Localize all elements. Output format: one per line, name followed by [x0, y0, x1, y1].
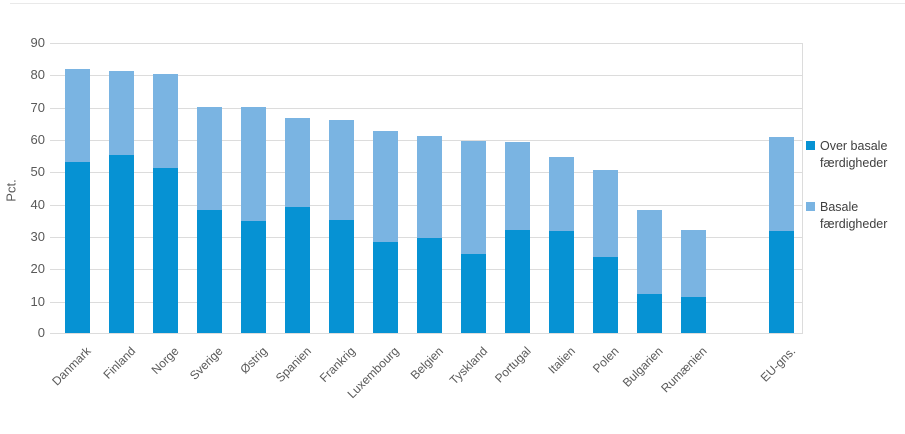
plot-right-border: [802, 43, 803, 334]
y-tick-label-50: 50: [30, 164, 45, 179]
legend-swatch-over-basale-icon: [806, 141, 815, 150]
bar-bulgarien: [636, 210, 662, 333]
bar-segment-over-basale: [108, 155, 134, 333]
x-category-label-belgien: Belgien: [407, 344, 446, 383]
y-tick-label-60: 60: [30, 132, 45, 147]
x-category-label-eu-gns-: EU-gns.: [757, 344, 798, 385]
bar-segment-basale: [284, 118, 310, 207]
gridline-90: [50, 43, 803, 44]
y-tick-label-0: 0: [37, 325, 45, 340]
bar-segment-basale: [108, 71, 134, 155]
bar-tyskland: [460, 141, 486, 333]
bar-segment-over-basale: [240, 221, 266, 333]
bar-segment-over-basale: [328, 220, 354, 333]
bar-portugal: [504, 142, 530, 333]
legend-label-over-basale: Over basale færdigheder: [820, 139, 888, 170]
legend-item-basale: Basale færdigheder: [806, 199, 901, 233]
y-tick-label-70: 70: [30, 100, 45, 115]
plot-area: [50, 43, 803, 334]
legend-item-over-basale: Over basale færdigheder: [806, 138, 901, 172]
bar-segment-basale: [768, 137, 794, 231]
bar-segment-basale: [328, 120, 354, 220]
y-tick-label-40: 40: [30, 197, 45, 212]
bar-norge: [152, 74, 178, 333]
bar-sverige: [196, 107, 222, 333]
x-category-label-spanien: Spanien: [272, 344, 314, 386]
bar-danmark: [64, 69, 90, 333]
bar-segment-over-basale: [196, 210, 222, 333]
bar-segment-basale: [592, 170, 618, 257]
x-category-label-italien: Italien: [545, 344, 578, 377]
y-tick-label-90: 90: [30, 35, 45, 50]
bar-segment-over-basale: [548, 231, 574, 333]
x-category-label-tyskland: Tyskland: [446, 344, 490, 388]
y-tick-label-10: 10: [30, 294, 45, 309]
x-category-label-frankrig: Frankrig: [316, 344, 358, 386]
y-tick-label-20: 20: [30, 261, 45, 276]
x-category-label-danmark: Danmark: [49, 344, 94, 389]
bar-rum-nien: [680, 230, 706, 333]
bar-segment-over-basale: [152, 168, 178, 333]
x-category-label-polen: Polen: [590, 344, 622, 376]
bar-belgien: [416, 136, 442, 333]
bar-segment-over-basale: [284, 207, 310, 333]
legend-label-basale: Basale færdigheder: [820, 200, 888, 231]
bar-segment-basale: [548, 157, 574, 231]
bar-segment-over-basale: [768, 231, 794, 333]
gridline-0: [50, 333, 803, 334]
gridline-80: [50, 75, 803, 76]
top-divider-line: [10, 3, 905, 4]
bar-segment-over-basale: [64, 162, 90, 333]
x-category-label--strig: Østrig: [237, 344, 270, 377]
legend-swatch-basale-icon: [806, 202, 815, 211]
bar-italien: [548, 157, 574, 333]
bar-segment-over-basale: [460, 254, 486, 333]
bar-segment-over-basale: [592, 257, 618, 333]
x-category-label-sverige: Sverige: [187, 344, 226, 383]
bar-frankrig: [328, 120, 354, 333]
bar-segment-over-basale: [504, 230, 530, 333]
bar-luxembourg: [372, 131, 398, 333]
x-category-label-finland: Finland: [100, 344, 138, 382]
bar-segment-over-basale: [680, 297, 706, 333]
bar-spanien: [284, 118, 310, 333]
bar-segment-basale: [636, 210, 662, 294]
bar--strig: [240, 107, 266, 333]
bar-segment-over-basale: [636, 294, 662, 333]
bar-segment-basale: [416, 136, 442, 238]
bar-segment-basale: [372, 131, 398, 242]
bar-segment-basale: [460, 141, 486, 254]
bar-eu-gns-: [768, 137, 794, 333]
x-category-label-rum-nien: Rumænien: [658, 344, 710, 396]
y-tick-label-80: 80: [30, 67, 45, 82]
bar-segment-basale: [504, 142, 530, 230]
bar-polen: [592, 170, 618, 333]
x-category-label-norge: Norge: [148, 344, 182, 378]
bar-segment-basale: [64, 69, 90, 162]
y-tick-label-30: 30: [30, 229, 45, 244]
legend: Over basale færdigheder Basale færdighed…: [806, 138, 901, 260]
x-category-label-portugal: Portugal: [492, 344, 534, 386]
bar-segment-basale: [240, 107, 266, 221]
bar-segment-basale: [152, 74, 178, 168]
bar-finland: [108, 71, 134, 333]
bar-segment-over-basale: [372, 242, 398, 333]
bar-segment-over-basale: [416, 238, 442, 333]
gridline-70: [50, 108, 803, 109]
bar-segment-basale: [196, 107, 222, 210]
bar-segment-basale: [680, 230, 706, 297]
